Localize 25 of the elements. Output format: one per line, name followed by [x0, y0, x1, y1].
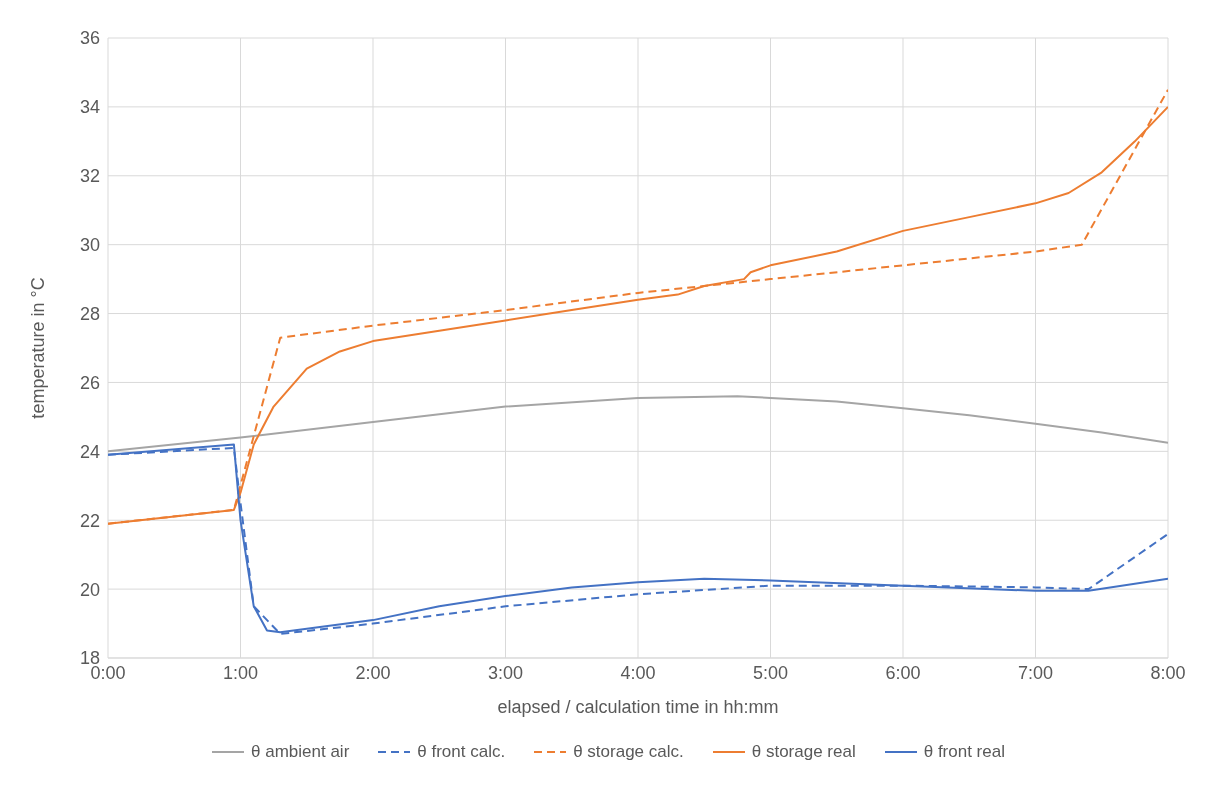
y-tick-label: 28 — [79, 303, 100, 324]
y-tick-label: 32 — [79, 166, 100, 187]
y-tick-label: 20 — [79, 579, 100, 600]
y-tick-label: 24 — [79, 441, 100, 462]
x-tick-label: 8:00 — [1150, 662, 1186, 683]
x-tick-label: 3:00 — [487, 662, 524, 683]
legend-label: θ front calc. — [417, 742, 506, 762]
y-tick-label: 22 — [79, 510, 100, 531]
x-tick-label: 5:00 — [752, 662, 789, 683]
y-tick-label: 36 — [79, 28, 100, 49]
y-axis-title: temperature in °C — [28, 277, 49, 419]
legend-label: θ storage real — [751, 742, 856, 762]
x-axis-title: elapsed / calculation time in hh:mm — [497, 697, 779, 717]
x-tick-label: 6:00 — [885, 662, 921, 683]
legend-label: θ ambient air — [251, 742, 350, 762]
legend-label: θ storage calc. — [573, 742, 684, 762]
x-tick-label: 1:00 — [222, 662, 259, 683]
legend-label: θ front real — [923, 742, 1005, 762]
x-tick-label: 4:00 — [620, 662, 656, 683]
y-tick-label: 30 — [79, 235, 100, 256]
y-tick-label: 34 — [79, 97, 100, 118]
x-tick-label: 7:00 — [1017, 662, 1054, 683]
y-tick-label: 26 — [79, 372, 100, 393]
line-series — [108, 395, 1168, 453]
x-tick-label: 2:00 — [355, 662, 391, 683]
